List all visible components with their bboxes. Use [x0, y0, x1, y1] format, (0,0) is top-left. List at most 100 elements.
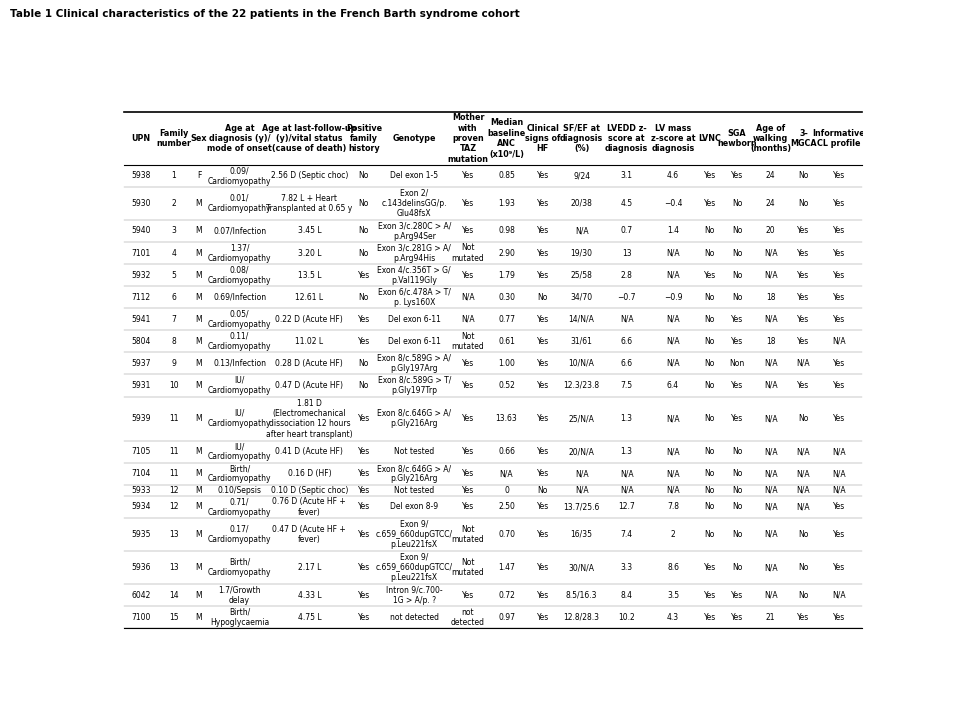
Text: Yes: Yes — [462, 381, 474, 390]
Text: Yes: Yes — [797, 315, 809, 324]
Text: Exon 9/
c.659_660dupGTCC/
p.Leu221fsX: Exon 9/ c.659_660dupGTCC/ p.Leu221fsX — [376, 553, 453, 583]
Text: No: No — [359, 199, 369, 208]
Text: 0.85: 0.85 — [498, 172, 515, 180]
Text: Age of
walking
(months): Age of walking (months) — [750, 123, 791, 153]
Text: Positive
family
history: Positive family history — [346, 123, 382, 153]
Text: Yes: Yes — [833, 414, 845, 423]
Text: 5804: 5804 — [131, 337, 151, 346]
Text: 12.3/23.8: 12.3/23.8 — [564, 381, 599, 390]
Text: 18: 18 — [766, 293, 775, 302]
Text: 2: 2 — [172, 199, 176, 208]
Text: 14/N/A: 14/N/A — [569, 315, 595, 324]
Text: M: M — [196, 613, 202, 622]
Text: N/A: N/A — [574, 486, 589, 495]
Text: Not
mutated: Not mutated — [452, 243, 484, 263]
Text: Not tested: Not tested — [394, 447, 434, 456]
Text: F: F — [197, 172, 201, 180]
Text: Age at last-follow-up
(y)/vital status
(cause of death): Age at last-follow-up (y)/vital status (… — [262, 123, 357, 153]
Text: Yes: Yes — [462, 226, 474, 235]
Text: Yes: Yes — [536, 172, 549, 180]
Text: Del exon 6-11: Del exon 6-11 — [387, 315, 441, 324]
Text: No: No — [705, 414, 715, 423]
Text: N/A: N/A — [667, 469, 680, 479]
Text: 24: 24 — [766, 172, 776, 180]
Text: Exon 4/c.356T > G/
p.Val119Gly: Exon 4/c.356T > G/ p.Val119Gly — [378, 265, 451, 285]
Text: Yes: Yes — [833, 199, 845, 208]
Text: No: No — [732, 486, 742, 495]
Text: 20: 20 — [766, 226, 776, 235]
Text: 5940: 5940 — [131, 226, 151, 235]
Text: 6.6: 6.6 — [620, 337, 633, 346]
Text: Yes: Yes — [536, 503, 549, 511]
Text: Exon 3/c.280C > A/
p.Arg94Ser: Exon 3/c.280C > A/ p.Arg94Ser — [378, 221, 451, 240]
Text: 3.1: 3.1 — [620, 172, 633, 180]
Text: N/A: N/A — [667, 486, 680, 495]
Text: N/A: N/A — [667, 447, 680, 456]
Text: Yes: Yes — [797, 293, 809, 302]
Text: No: No — [798, 199, 808, 208]
Text: 19/30: 19/30 — [571, 249, 593, 257]
Text: LV mass
z-score at
diagnosis: LV mass z-score at diagnosis — [651, 123, 695, 153]
Text: Yes: Yes — [462, 414, 474, 423]
Text: N/A: N/A — [667, 315, 680, 324]
Text: 2.17 L: 2.17 L — [297, 563, 321, 572]
Text: Yes: Yes — [536, 563, 549, 572]
Text: 24: 24 — [766, 199, 776, 208]
Text: M: M — [196, 226, 202, 235]
Text: 13.5 L: 13.5 L — [297, 271, 321, 279]
Text: Yes: Yes — [797, 337, 809, 346]
Text: N/A: N/A — [500, 469, 513, 479]
Text: Yes: Yes — [731, 613, 743, 622]
Text: Yes: Yes — [358, 469, 370, 479]
Text: not
detected: not detected — [451, 608, 485, 627]
Text: Yes: Yes — [536, 199, 549, 208]
Text: Yes: Yes — [704, 591, 716, 600]
Text: 7100: 7100 — [131, 613, 151, 622]
Text: N/A: N/A — [574, 469, 589, 479]
Text: 1.7/Growth
delay: 1.7/Growth delay — [219, 586, 261, 605]
Text: N/A: N/A — [667, 271, 680, 279]
Text: Yes: Yes — [536, 315, 549, 324]
Text: Exon 3/c.281G > A/
p.Arg94His: Exon 3/c.281G > A/ p.Arg94His — [377, 243, 452, 263]
Text: 7: 7 — [171, 315, 176, 324]
Text: N/A: N/A — [461, 315, 475, 324]
Text: 0.09/
Cardiomyopathy: 0.09/ Cardiomyopathy — [208, 166, 271, 186]
Text: M: M — [196, 315, 202, 324]
Text: 3.20 L: 3.20 L — [297, 249, 321, 257]
Text: 13: 13 — [621, 249, 631, 257]
Text: 5935: 5935 — [131, 530, 151, 539]
Text: Yes: Yes — [833, 271, 845, 279]
Text: Yes: Yes — [536, 381, 549, 390]
Text: 8.4: 8.4 — [620, 591, 633, 600]
Text: No: No — [537, 486, 548, 495]
Text: N/A: N/A — [763, 447, 778, 456]
Text: Yes: Yes — [536, 337, 549, 346]
Text: 4.5: 4.5 — [620, 199, 633, 208]
Text: 8.5/16.3: 8.5/16.3 — [566, 591, 597, 600]
Text: Yes: Yes — [833, 381, 845, 390]
Text: Not tested: Not tested — [394, 486, 434, 495]
Text: Family
number: Family number — [156, 129, 191, 148]
Text: IU/
Cardiomyopathy: IU/ Cardiomyopathy — [208, 442, 271, 462]
Text: Yes: Yes — [731, 591, 743, 600]
Text: Yes: Yes — [358, 591, 370, 600]
Text: 5932: 5932 — [131, 271, 151, 279]
Text: Yes: Yes — [358, 563, 370, 572]
Text: 7112: 7112 — [131, 293, 151, 302]
Text: N/A: N/A — [797, 486, 810, 495]
Text: No: No — [732, 199, 742, 208]
Text: 7.8: 7.8 — [667, 503, 679, 511]
Text: 9/24: 9/24 — [573, 172, 590, 180]
Text: N/A: N/A — [763, 414, 778, 423]
Text: No: No — [705, 359, 715, 368]
Text: Del exon 8-9: Del exon 8-9 — [390, 503, 438, 511]
Text: N/A: N/A — [832, 591, 846, 600]
Text: 20/N/A: 20/N/A — [569, 447, 595, 456]
Text: 1.47: 1.47 — [498, 563, 515, 572]
Text: Yes: Yes — [797, 226, 809, 235]
Text: Yes: Yes — [358, 503, 370, 511]
Text: No: No — [705, 447, 715, 456]
Text: Yes: Yes — [358, 530, 370, 539]
Text: N/A: N/A — [667, 337, 680, 346]
Text: M: M — [196, 469, 202, 479]
